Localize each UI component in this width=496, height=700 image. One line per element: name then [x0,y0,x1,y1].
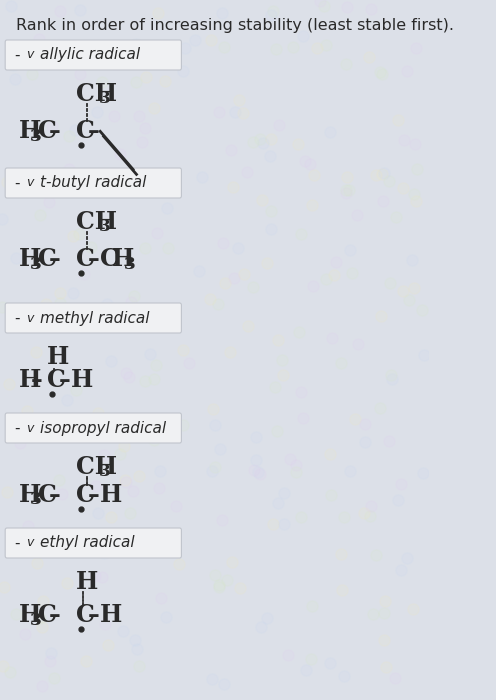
Text: 3: 3 [99,90,110,107]
Text: v: v [26,312,33,325]
Text: H: H [100,603,123,627]
Text: CH: CH [76,455,117,479]
Text: H: H [19,247,41,272]
Text: –: – [49,120,61,144]
Text: –: – [59,368,70,392]
Text: allylic radical: allylic radical [40,48,140,62]
Text: C: C [76,603,95,627]
FancyBboxPatch shape [5,413,182,443]
Text: C: C [76,120,95,144]
Text: C: C [76,247,95,272]
Text: methyl radical: methyl radical [40,311,149,326]
Text: –: – [88,247,100,272]
Text: -: - [14,421,19,435]
Text: ethyl radical: ethyl radical [40,536,134,550]
Text: C: C [38,247,57,272]
Text: –: – [88,483,100,507]
Text: 3: 3 [30,256,42,273]
Text: –: – [49,483,61,507]
Text: 3: 3 [124,256,135,273]
Text: CH: CH [76,210,117,234]
Text: -: - [14,176,19,190]
FancyBboxPatch shape [5,40,182,70]
Text: C: C [38,120,57,144]
Text: –: – [49,603,61,627]
FancyBboxPatch shape [5,528,182,558]
Text: t-butyl radical: t-butyl radical [40,176,146,190]
Text: C: C [38,483,57,507]
Text: v: v [26,421,33,435]
Text: C: C [47,368,65,392]
Text: –: – [88,603,100,627]
Text: C: C [100,247,119,272]
FancyBboxPatch shape [5,303,182,333]
Text: -: - [14,536,19,550]
Text: H: H [112,247,134,272]
Text: 3: 3 [30,491,42,508]
Text: –: – [88,120,100,144]
Text: H: H [19,483,41,507]
Text: H: H [47,345,69,369]
FancyBboxPatch shape [5,168,182,198]
Text: C: C [38,603,57,627]
Text: H: H [19,120,41,144]
Text: H: H [19,603,41,627]
Text: Rank in order of increasing stability (least stable first).: Rank in order of increasing stability (l… [15,18,453,33]
Text: 3: 3 [30,128,42,145]
Text: CH: CH [76,82,117,106]
Text: H: H [76,570,98,594]
Text: –: – [49,247,61,272]
Text: v: v [26,48,33,62]
Text: H: H [100,483,123,507]
Text: H: H [71,368,93,392]
Text: H: H [19,368,41,392]
Text: 3: 3 [30,612,42,629]
Text: -: - [14,48,19,62]
Text: isopropyl radical: isopropyl radical [40,421,166,435]
Text: 3: 3 [99,218,110,235]
Text: 3: 3 [99,463,110,480]
Text: –: – [31,368,43,392]
Text: -: - [14,311,19,326]
Text: C: C [76,483,95,507]
Text: v: v [26,536,33,550]
Text: v: v [26,176,33,190]
